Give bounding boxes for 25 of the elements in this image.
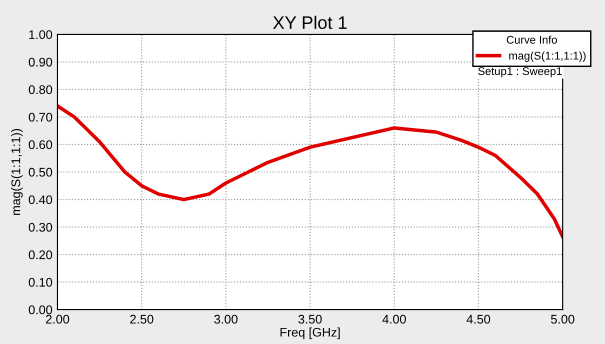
y-tick-label: 1.00	[29, 30, 52, 40]
x-tick-label: 2.50	[130, 314, 154, 324]
y-tick-label: 0.40	[28, 195, 52, 204]
y-tick-label: 0.50	[28, 168, 52, 177]
y-tick-label: 0.80	[28, 85, 52, 94]
line-series	[57, 104, 563, 238]
y-tick-label: 0.70	[28, 112, 52, 122]
x-tick-label: 4.00	[382, 314, 406, 324]
x-axis-title: Freq [GHz]	[280, 328, 340, 340]
y-tick-label: 0.90	[28, 58, 52, 67]
x-tick-label: 5.00	[550, 314, 574, 324]
legend-label: mag(S(1:1,1:1))	[509, 51, 586, 62]
x-tick-label: 3.00	[214, 314, 238, 324]
chart-title: XY Plot 1	[272, 16, 347, 30]
x-tick-label: 2.00	[46, 314, 70, 324]
x-tick-label: 3.50	[298, 314, 322, 324]
legend-title: Curve Info	[506, 36, 558, 44]
y-tick-label: 0.00	[28, 305, 52, 314]
y-tick-label: 0.20	[28, 250, 52, 260]
y-tick-label: 0.60	[28, 140, 52, 150]
x-tick-label: 4.50	[466, 314, 490, 324]
annotation: Setup1 : Sweep1	[478, 67, 562, 78]
y-tick-label: 0.10	[28, 278, 52, 287]
y-axis-title: mag(S(1:1,1:1))	[11, 129, 23, 215]
y-tick-label: 0.30	[28, 222, 52, 232]
